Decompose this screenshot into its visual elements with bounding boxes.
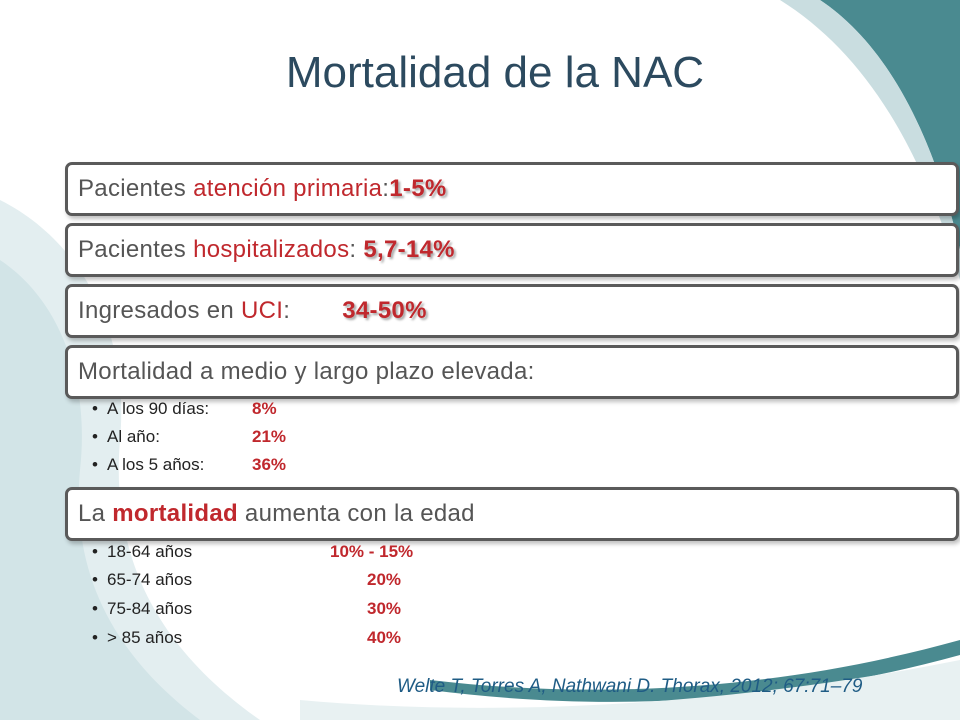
text: hospitalizados [193, 236, 350, 263]
bullet-value: 36% [252, 455, 287, 474]
bullet: • [92, 542, 98, 561]
text: : [382, 175, 390, 202]
bullet-value: 8% [252, 399, 277, 418]
text: Pacientes [78, 236, 194, 263]
bullet-value: 40% [367, 628, 402, 647]
text: La [78, 500, 113, 527]
bullet: • [92, 455, 98, 474]
stat-box: Pacientes atención primaria:1-5% [65, 162, 959, 216]
bottom-wave [430, 640, 960, 702]
text: Ingresados en [78, 297, 241, 324]
citation: Welte T, Torres A, Nathwani D. Thorax, 2… [397, 676, 863, 697]
bottom-wave-light [300, 660, 960, 720]
stat-box: La mortalidad aumenta con la edad [65, 487, 959, 541]
bullet: • [92, 427, 98, 446]
text: : [283, 297, 291, 324]
text: atención primaria [193, 175, 383, 202]
slide-title: Mortalidad de la NAC [285, 48, 705, 97]
text: : [349, 236, 364, 263]
bullet-label: A los 90 días: • [92, 399, 210, 418]
bullet-value: 30% [367, 599, 402, 618]
bullet: • [92, 599, 98, 618]
corner-band [820, 0, 960, 250]
text: UCI [240, 297, 284, 324]
bullet-label: 18-64 años • [92, 542, 193, 561]
stat-box: Ingresados en UCI: 34-50% [65, 284, 959, 338]
bullet: • [92, 570, 98, 589]
bullet-value: 20% [367, 570, 402, 589]
stat-box: Pacientes hospitalizados: 5,7-14% [65, 223, 959, 277]
corner-band-light [780, 0, 960, 280]
bullet: • [92, 399, 98, 418]
bullet-value: 21% [252, 427, 287, 446]
bullet-label: > 85 años • [92, 628, 183, 647]
stat-box: Mortalidad a medio y largo plazo elevada… [65, 345, 959, 399]
bullet-label: Al año: • [92, 427, 160, 446]
bullet-label: A los 5 años: • [92, 455, 205, 474]
bullet: • [92, 628, 98, 647]
text: Mortalidad a medio y largo plazo elevada… [78, 358, 535, 385]
value: 34-50% [342, 297, 427, 324]
left-curve-inner [0, 260, 200, 720]
text: Pacientes [78, 175, 194, 202]
text: mortalidad [112, 500, 238, 527]
bullet-label: 75-84 años • [92, 599, 193, 618]
bullet-label: 65-74 años • [92, 570, 193, 589]
value: 1-5% [389, 175, 447, 202]
text: aumenta con la edad [237, 500, 475, 527]
value: 5,7-14% [363, 236, 455, 263]
bullet-value: 10% - 15% [330, 542, 414, 561]
